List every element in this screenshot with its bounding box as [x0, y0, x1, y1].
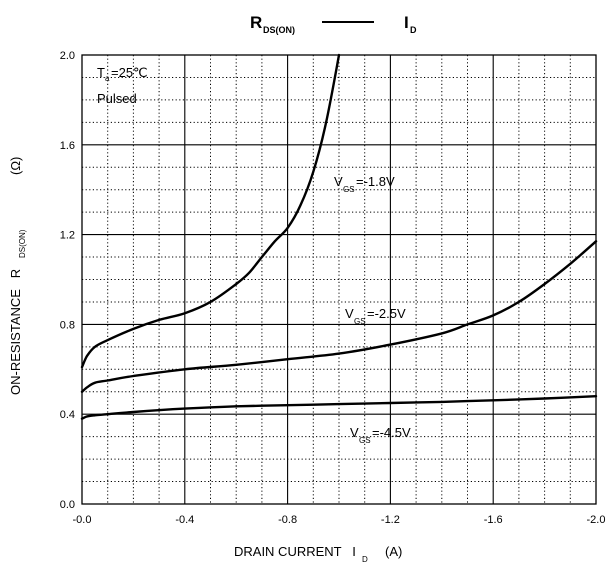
title-left-main: R	[250, 13, 262, 32]
x-tick-label: -2.0	[587, 514, 606, 526]
series-3-label-sub: GS	[359, 436, 371, 445]
x-tick-label: -0.0	[73, 514, 92, 526]
y-tick-label: 0.8	[60, 319, 75, 331]
temp-label-value: =25℃	[111, 65, 148, 80]
y-tick-label: 1.6	[60, 140, 75, 152]
series-3-label-main: V	[350, 425, 359, 440]
y-tick-label: 2.0	[60, 50, 75, 62]
series-1-label-main: V	[334, 174, 343, 189]
series-1-label-value: =-1.8V	[356, 174, 395, 189]
grid-major	[82, 55, 596, 504]
x-axis-label-sub: D	[362, 555, 368, 564]
y-axis-label-main: ON-RESISTANCE R	[8, 269, 23, 395]
y-axis-label-sub: DS(ON)	[18, 229, 27, 258]
title-right-main: I	[404, 13, 409, 32]
y-axis-label-unit: (Ω)	[8, 157, 23, 175]
series-3-label: V GS =-4.5V	[350, 425, 411, 445]
series-2-label: V GS =-2.5V	[345, 306, 406, 326]
y-tick-labels: 0.0 0.4 0.8 1.2 1.6 2.0	[60, 50, 75, 511]
chart-title: R DS(ON) I D	[250, 13, 417, 35]
series-1-label-sub: GS	[343, 185, 355, 194]
conditions-annotation: T a =25℃ Pulsed	[97, 65, 148, 106]
mode-label: Pulsed	[97, 91, 137, 106]
series-2-label-sub: GS	[354, 317, 366, 326]
x-axis-label-unit: (A)	[385, 544, 402, 559]
x-tick-label: -0.4	[175, 514, 194, 526]
temp-label-main: T	[97, 65, 105, 80]
series-2-label-main: V	[345, 306, 354, 321]
y-tick-label: 0.4	[60, 409, 75, 421]
series-1-label: V GS =-1.8V	[334, 174, 395, 194]
series-2-label-value: =-2.5V	[367, 306, 406, 321]
y-tick-label: 1.2	[60, 230, 75, 242]
series-line-3	[80, 395, 598, 420]
x-tick-label: -1.2	[381, 514, 400, 526]
x-tick-labels: -0.0 -0.4 -0.8 -1.2 -1.6 -2.0	[73, 514, 606, 526]
series-line-1	[80, 53, 341, 369]
x-tick-label: -0.8	[278, 514, 297, 526]
series-curves	[80, 53, 598, 420]
series-3-label-value: =-4.5V	[372, 425, 411, 440]
title-left-sub: DS(ON)	[263, 25, 295, 35]
x-tick-label: -1.6	[484, 514, 503, 526]
series-line-2	[80, 240, 598, 393]
y-tick-label: 0.0	[60, 499, 75, 511]
temp-label-sub: a	[105, 74, 110, 83]
x-axis-label-main: DRAIN CURRENT I	[234, 544, 356, 559]
y-axis-label: ON-RESISTANCE R DS(ON) (Ω)	[8, 157, 27, 395]
x-axis-label: DRAIN CURRENT I D (A)	[234, 544, 402, 564]
title-right-sub: D	[410, 25, 417, 35]
grid-minor	[82, 55, 596, 504]
